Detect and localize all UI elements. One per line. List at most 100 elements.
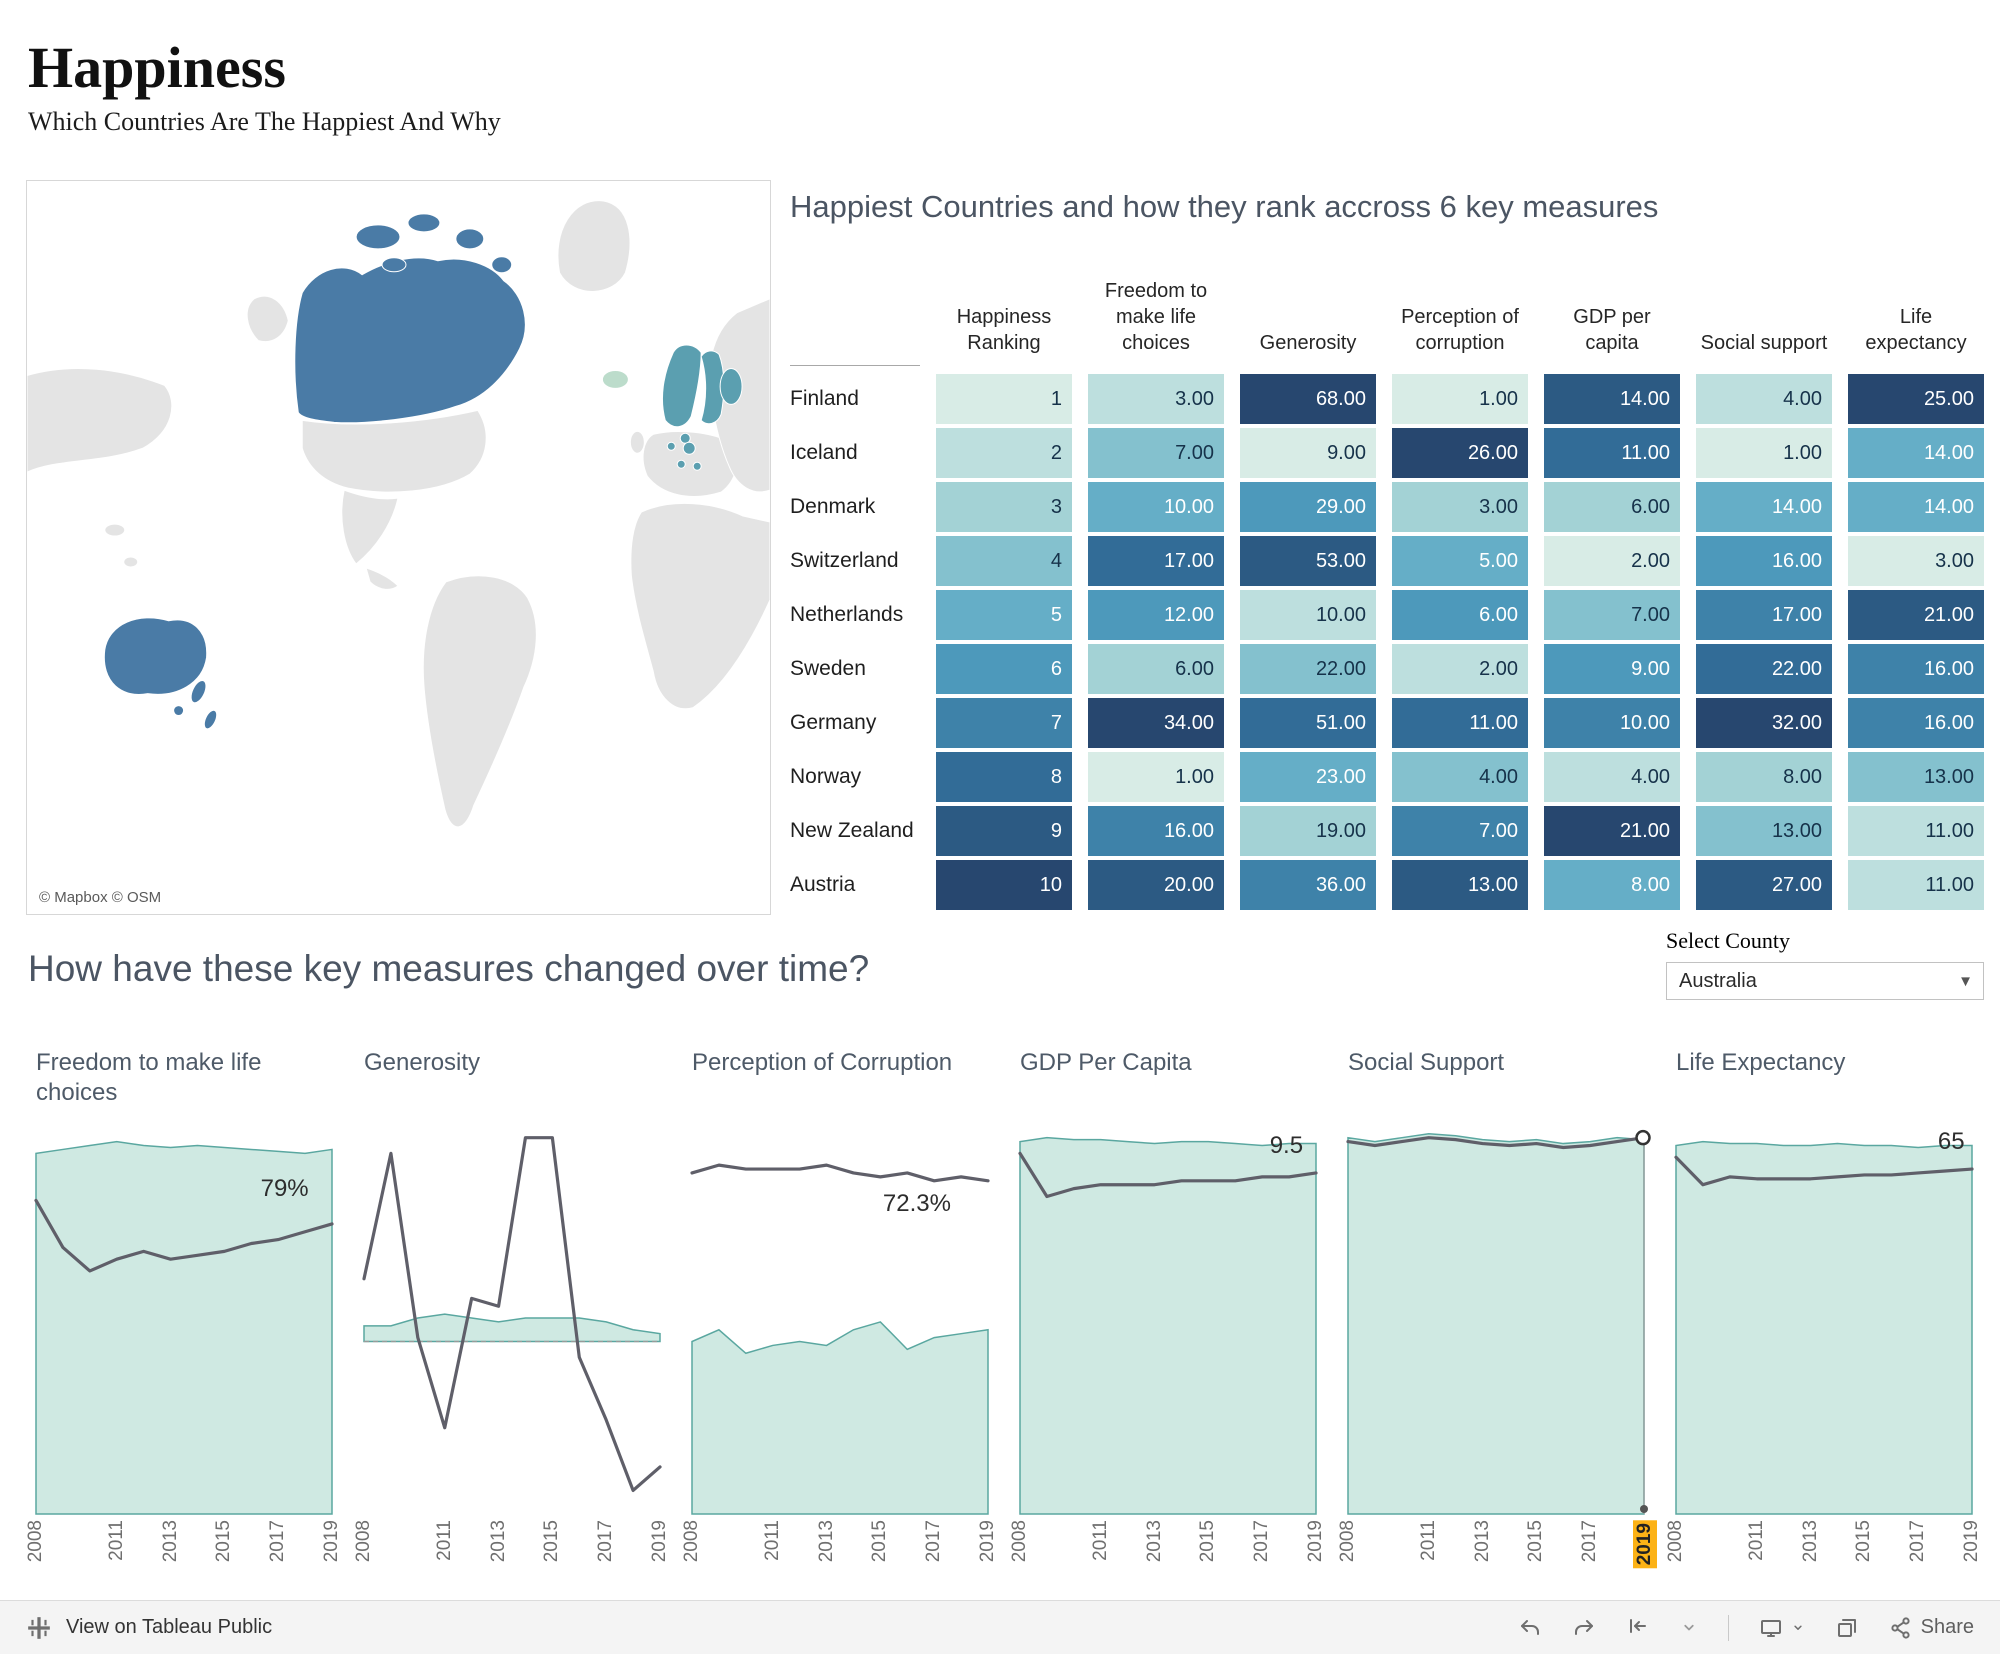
map-region-canadian-arctic[interactable] [407,213,441,233]
heatmap-cell[interactable]: 36.00 [1240,860,1376,910]
heatmap-cell[interactable]: 7 [936,698,1072,748]
heatmap-cell[interactable]: 16.00 [1696,536,1832,586]
heatmap-cell[interactable]: 16.00 [1848,644,1984,694]
heatmap-cell[interactable]: 6.00 [1088,644,1224,694]
heatmap-cell[interactable]: 11.00 [1544,428,1680,478]
country-select[interactable]: Australia ▼ [1666,962,1984,1000]
heatmap-cell[interactable]: 3.00 [1848,536,1984,586]
heatmap-cell[interactable]: 20.00 [1088,860,1224,910]
heatmap-cell[interactable]: 22.00 [1240,644,1376,694]
map-region-alaska[interactable] [246,295,289,343]
heatmap-cell[interactable]: 8.00 [1544,860,1680,910]
heatmap-cell[interactable]: 1.00 [1392,374,1528,424]
line-series[interactable] [690,1163,990,1183]
map-region-tasmania[interactable] [173,705,185,717]
heatmap-cell[interactable]: 21.00 [1544,806,1680,856]
map-region-norway[interactable] [661,344,702,428]
area-series[interactable] [363,1313,661,1343]
heatmap-cell[interactable]: 8.00 [1696,752,1832,802]
heatmap-cell[interactable]: 17.00 [1696,590,1832,640]
map-region-central-america[interactable] [365,567,399,590]
heatmap-cell[interactable]: 9 [936,806,1072,856]
map-region-sweden[interactable] [700,350,725,425]
map-region-south-america[interactable] [422,575,537,828]
heatmap-cell[interactable]: 14.00 [1544,374,1680,424]
heatmap-cell[interactable]: 16.00 [1088,806,1224,856]
heatmap-cell[interactable]: 32.00 [1696,698,1832,748]
map-region-denmark[interactable] [679,432,691,444]
area-series[interactable] [1347,1133,1645,1515]
heatmap-cell[interactable]: 1 [936,374,1072,424]
map-region-canadian-arctic[interactable] [455,228,485,250]
map-region-uk[interactable] [629,430,645,454]
view-on-tableau-public-button[interactable]: View on Tableau Public [26,1615,272,1641]
map-region-austria[interactable] [692,461,702,471]
heatmap-cell[interactable]: 14.00 [1848,482,1984,532]
heatmap-cell[interactable]: 9.00 [1240,428,1376,478]
heatmap-cell[interactable]: 13.00 [1392,860,1528,910]
line-series[interactable] [362,1136,662,1493]
heatmap-cell[interactable]: 1.00 [1088,752,1224,802]
area-series[interactable] [1675,1140,1973,1515]
map-region-germany[interactable] [682,441,696,455]
area-series[interactable] [691,1321,989,1515]
redo-button[interactable] [1572,1616,1596,1640]
heatmap-cell[interactable]: 17.00 [1088,536,1224,586]
area-series[interactable] [1019,1136,1317,1515]
map-region-new-zealand[interactable] [188,678,209,705]
heatmap-cell[interactable]: 2.00 [1392,644,1528,694]
more-options-button[interactable] [1680,1619,1698,1637]
heatmap-cell[interactable]: 13.00 [1696,806,1832,856]
heatmap-cell[interactable]: 11.00 [1848,860,1984,910]
heatmap-cell[interactable]: 3.00 [1392,482,1528,532]
heatmap-cell[interactable]: 4.00 [1696,374,1832,424]
heatmap-cell[interactable]: 6.00 [1392,590,1528,640]
heatmap-cell[interactable]: 2.00 [1544,536,1680,586]
heatmap-cell[interactable]: 8 [936,752,1072,802]
heatmap-cell[interactable]: 34.00 [1088,698,1224,748]
heatmap-cell[interactable]: 9.00 [1544,644,1680,694]
heatmap-cell[interactable]: 23.00 [1240,752,1376,802]
heatmap-cell[interactable]: 10 [936,860,1072,910]
map-region-canadian-arctic[interactable] [491,256,513,274]
heatmap-cell[interactable]: 53.00 [1240,536,1376,586]
heatmap-cell[interactable]: 11.00 [1392,698,1528,748]
line-series[interactable] [1674,1155,1974,1187]
heatmap-cell[interactable]: 14.00 [1848,428,1984,478]
map-region-islands[interactable] [104,523,126,537]
map-region-iceland[interactable] [601,369,629,389]
heatmap-cell[interactable]: 29.00 [1240,482,1376,532]
map-region-islands[interactable] [123,556,139,568]
heatmap-cell[interactable]: 13.00 [1848,752,1984,802]
map-region-europe[interactable] [642,431,738,497]
heatmap-cell[interactable]: 51.00 [1240,698,1376,748]
share-button[interactable]: Share [1889,1616,1974,1640]
heatmap-cell[interactable]: 7.00 [1392,806,1528,856]
line-series[interactable] [1346,1136,1646,1150]
heatmap-cell[interactable]: 5 [936,590,1072,640]
heatmap-cell[interactable]: 12.00 [1088,590,1224,640]
map-region-africa[interactable] [630,502,770,710]
map-region-canada[interactable] [294,257,526,424]
heatmap-cell[interactable]: 4.00 [1392,752,1528,802]
heatmap-cell[interactable]: 19.00 [1240,806,1376,856]
heatmap-cell[interactable]: 2 [936,428,1072,478]
heatmap-cell[interactable]: 6 [936,644,1072,694]
line-series[interactable] [1018,1151,1318,1199]
map-region-new-zealand[interactable] [202,708,219,730]
heatmap-cell[interactable]: 4.00 [1544,752,1680,802]
map-region-usa[interactable] [301,409,487,493]
heatmap-cell[interactable]: 5.00 [1392,536,1528,586]
map-region-finland[interactable] [719,367,743,405]
heatmap-cell[interactable]: 27.00 [1696,860,1832,910]
heatmap-cell[interactable]: 10.00 [1544,698,1680,748]
map-region-canadian-arctic[interactable] [381,257,407,273]
heatmap-cell[interactable]: 22.00 [1696,644,1832,694]
heatmap-cell[interactable]: 6.00 [1544,482,1680,532]
map-region-mexico[interactable] [341,489,399,565]
map-region-australia[interactable] [103,617,208,695]
heatmap-cell[interactable]: 3 [936,482,1072,532]
heatmap-cell[interactable]: 1.00 [1696,428,1832,478]
selected-point-marker[interactable] [1635,1129,1651,1146]
heatmap-cell[interactable]: 21.00 [1848,590,1984,640]
